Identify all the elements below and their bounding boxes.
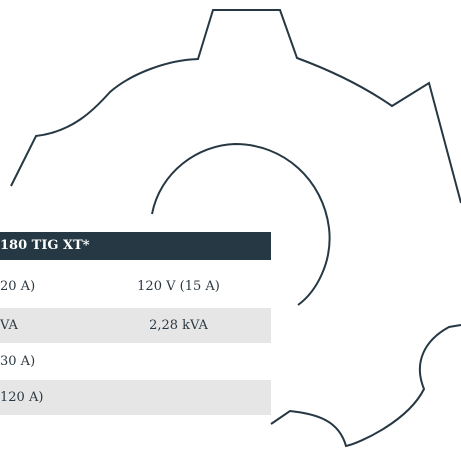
table-cell: 120 A): [0, 390, 44, 405]
table-cell: 30 A): [0, 354, 36, 369]
table-cell: VA: [0, 318, 18, 333]
table-row: 30 A): [0, 344, 271, 379]
table-cell: 20 A): [0, 279, 36, 294]
specs-table: 180 TIG XT* 20 A) 120 V (15 A) VA 2,28 k…: [0, 232, 271, 415]
table-cell: 120 V (15 A): [137, 279, 220, 294]
table-row: VA 2,28 kVA: [0, 308, 271, 343]
table-cell: 2,28 kVA: [149, 318, 208, 333]
specs-header: 180 TIG XT*: [0, 232, 271, 260]
table-row: 20 A) 120 V (15 A): [0, 269, 271, 304]
table-row: 120 A): [0, 380, 271, 415]
